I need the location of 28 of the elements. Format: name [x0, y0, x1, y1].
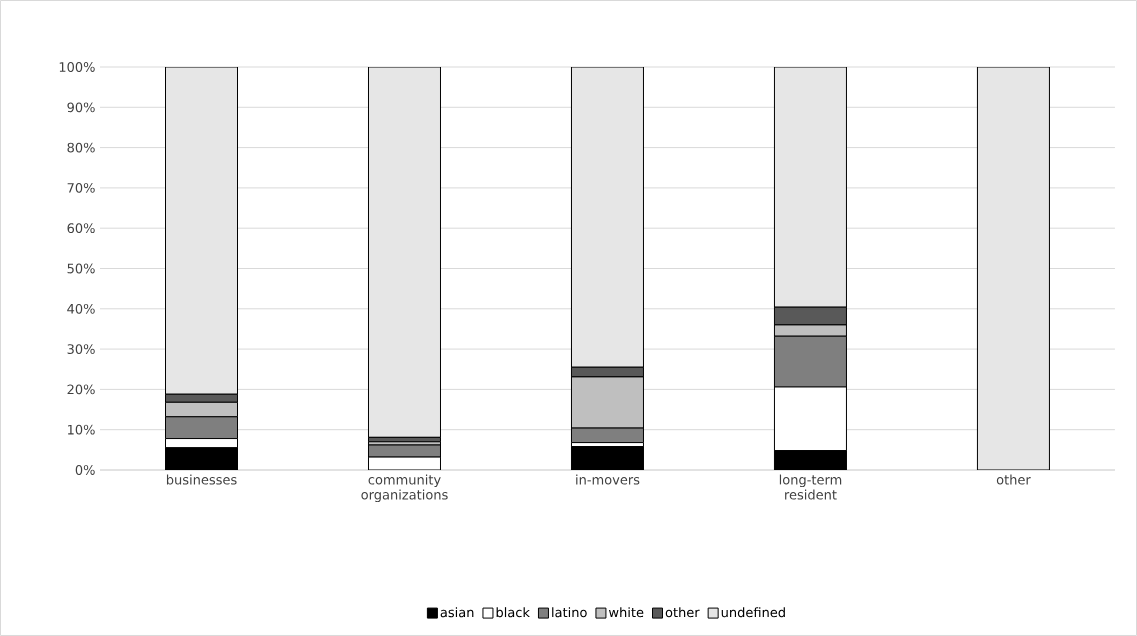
x-tick-label: other: [996, 474, 1031, 485]
bar: [976, 66, 1050, 470]
bar: [570, 446, 644, 470]
y-tick-label: 30%: [67, 344, 95, 355]
y-tick-label: 60%: [67, 223, 95, 234]
bar: [570, 66, 644, 368]
y-tick-label: 10%: [68, 424, 95, 435]
bar: [367, 66, 441, 438]
bar: [165, 66, 238, 395]
y-tick-label: 90%: [67, 102, 95, 113]
y-tick-label: 70%: [67, 182, 95, 193]
legend-label: undefined: [721, 607, 785, 618]
x-tick-label: businesses: [166, 474, 237, 485]
y-tick-label: 80%: [67, 142, 95, 153]
legend-label: asian: [440, 607, 474, 618]
y-tick-label: 100%: [59, 62, 95, 72]
x-tick-label: community organizations: [361, 474, 448, 503]
bar: [773, 66, 847, 308]
y-tick-label: 50%: [67, 263, 95, 274]
legend-label: black: [496, 607, 530, 618]
legend-label: latino: [552, 607, 587, 618]
x-tick-label: long-term resident: [779, 474, 842, 500]
legend-label: other: [665, 607, 700, 618]
y-tick-label: 20%: [67, 384, 95, 395]
y-tick-label: 40%: [67, 303, 95, 314]
x-tick-label: in-movers: [576, 474, 640, 485]
legend-label: white: [608, 607, 644, 618]
y-tick-label: 0%: [75, 465, 95, 475]
